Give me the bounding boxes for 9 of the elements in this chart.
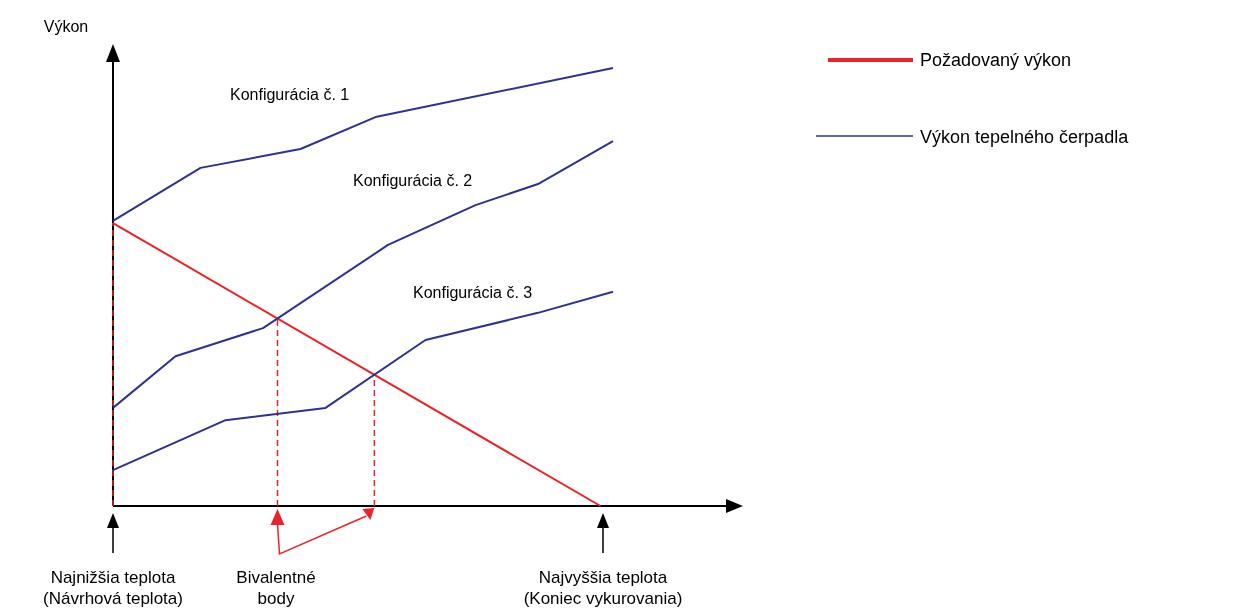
text: Bivalentné body: [236, 568, 316, 608]
text: Najnižšia teplota (Návrhová teplota): [43, 568, 183, 608]
legend-label: Požadovaný výkon: [920, 50, 1072, 70]
series-label: Konfigurácia č. 1: [230, 86, 350, 103]
y-axis-title: Výkon: [43, 18, 89, 35]
series-label: Konfigurácia č. 3: [413, 284, 533, 301]
series-label: Konfigurácia č. 2: [353, 172, 473, 189]
text: Výkon tepelného čerpadla: [920, 127, 1130, 147]
text: Najvyššia teplota (Koniec vykurovania): [523, 568, 683, 608]
